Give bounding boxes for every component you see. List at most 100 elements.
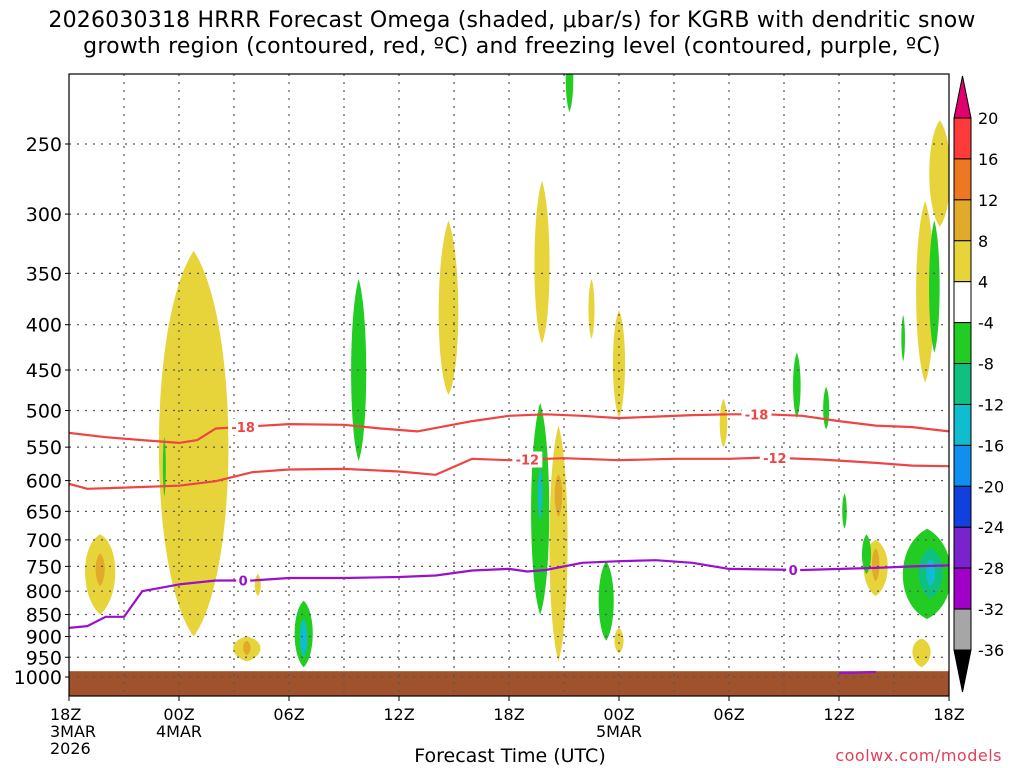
colorbar-segment-10 — [953, 526, 972, 569]
x-tick-label-0-0: 18Z — [50, 705, 81, 724]
colorbar-segment-7 — [953, 403, 972, 446]
colorbar-segment-9 — [953, 485, 972, 528]
contour-label-1-1: -12 — [763, 452, 787, 467]
colorbar-label-9: -20 — [978, 477, 1004, 496]
colorbar-bottom-triangle — [953, 649, 972, 693]
x-tick-label-30-0: 00Z — [603, 705, 634, 724]
colorbar-label-4: 4 — [978, 273, 988, 292]
omega-region-11 — [254, 574, 261, 596]
x-tick-label-36-0: 06Z — [713, 705, 744, 724]
omega-region-28 — [823, 386, 830, 430]
x-tick-label-0-1: 3MAR — [50, 722, 96, 741]
x-axis-label: Forecast Time (UTC) — [414, 745, 606, 767]
omega-region-1 — [95, 553, 105, 587]
omega-region-2 — [158, 250, 229, 637]
colorbar-segment-2 — [953, 199, 972, 242]
omega-region-7 — [549, 425, 568, 662]
x-tick-label-48-0: 18Z — [933, 705, 964, 724]
y-tick-label-250: 250 — [26, 134, 62, 156]
omega-region-27 — [793, 352, 801, 419]
colorbar-segment-5 — [953, 322, 972, 365]
y-tick-label-800: 800 — [26, 581, 62, 603]
contour-label-1-0: -12 — [516, 454, 540, 469]
credit-link[interactable]: coolwx.com/models — [835, 746, 1002, 765]
omega-region-26 — [598, 561, 614, 641]
contour-label-0-0: -18 — [231, 421, 255, 436]
omega-region-10 — [719, 398, 728, 448]
x-tick-label-18-0: 12Z — [383, 705, 414, 724]
colorbar-label-8: -16 — [978, 436, 1004, 455]
colorbar-label-13: -36 — [978, 641, 1004, 660]
x-tick-label-24-0: 18Z — [493, 705, 524, 724]
y-tick-label-750: 750 — [26, 556, 62, 578]
y-tick-label-850: 850 — [26, 605, 62, 627]
contour-label-bg-2-0 — [236, 572, 251, 589]
colorbar-segment-1 — [953, 158, 972, 201]
x-tick-label-6-0: 00Z — [163, 705, 194, 724]
y-tick-label-500: 500 — [26, 401, 62, 423]
contour-label-2-1: 0 — [789, 564, 798, 579]
omega-region-18 — [912, 638, 931, 668]
omega-region-31 — [929, 220, 940, 353]
omega-region-4 — [534, 180, 550, 344]
y-tick-label-300: 300 — [26, 204, 62, 226]
colorbar-label-6: -8 — [978, 355, 994, 374]
y-tick-label-400: 400 — [26, 315, 62, 337]
y-tick-label-700: 700 — [26, 530, 62, 552]
omega-region-21 — [299, 619, 308, 658]
colorbar-label-11: -28 — [978, 559, 1004, 578]
y-tick-label-900: 900 — [26, 626, 62, 648]
omega-region-23 — [565, 74, 574, 112]
y-tick-label-1000: 1000 — [14, 667, 62, 689]
omega-region-15 — [929, 120, 949, 227]
colorbar-label-7: -12 — [978, 395, 1004, 414]
contour-label-2-0: 0 — [239, 574, 248, 589]
omega-region-14 — [916, 201, 935, 383]
x-tick-label-6-1: 4MAR — [156, 722, 202, 741]
colorbar-label-10: -24 — [978, 518, 1004, 537]
omega-region-30 — [861, 534, 872, 575]
omega-region-3 — [438, 220, 459, 395]
omega-region-17 — [871, 548, 880, 582]
colorbar-top-triangle — [953, 75, 972, 119]
y-tick-label-650: 650 — [26, 501, 62, 523]
colorbar-segment-3 — [953, 240, 972, 283]
omega-region-13 — [243, 640, 251, 656]
contour-line-0 — [69, 413, 949, 444]
omega-region-9 — [614, 627, 624, 654]
colorbar-label-2: 12 — [978, 191, 998, 210]
colorbar-label-3: 8 — [978, 232, 988, 251]
colorbar-segment-6 — [953, 363, 972, 405]
y-tick-label-350: 350 — [26, 263, 62, 285]
omega-region-32 — [901, 314, 905, 362]
x-tick-label-0-2: 2026 — [50, 739, 91, 758]
contour-label-bg-2-1 — [786, 561, 801, 578]
omega-region-8 — [554, 474, 563, 518]
x-tick-label-42-0: 12Z — [823, 705, 854, 724]
contour-label-bg-0-1 — [741, 406, 772, 423]
colorbar-label-5: -4 — [978, 314, 994, 333]
omega-region-5 — [612, 310, 626, 419]
colorbar-segment-4 — [953, 281, 972, 324]
colorbar-segment-12 — [953, 608, 972, 651]
colorbar-label-0: 20 — [978, 109, 998, 128]
omega-region-19 — [162, 436, 166, 497]
contour-label-bg-1-0 — [512, 451, 543, 468]
contour-line-1 — [69, 456, 949, 490]
colorbar-label-12: -32 — [978, 600, 1004, 619]
contour-label-bg-1-1 — [759, 449, 790, 466]
contour-label-bg-0-0 — [228, 418, 259, 435]
omega-region-29 — [842, 493, 847, 529]
omega-region-6 — [588, 278, 595, 339]
y-tick-label-950: 950 — [26, 647, 62, 669]
chart-title-line2: growth region (contoured, red, ºC) and f… — [83, 34, 941, 59]
x-tick-label-12-0: 06Z — [273, 705, 304, 724]
contour-line-3 — [838, 670, 876, 675]
y-tick-label-550: 550 — [26, 437, 62, 459]
y-tick-label-600: 600 — [26, 471, 62, 493]
chart-title-line1: 2026030318 HRRR Forecast Omega (shaded, … — [48, 8, 976, 33]
y-tick-label-450: 450 — [26, 360, 62, 382]
colorbar-label-1: 16 — [978, 150, 998, 169]
contour-line-2 — [69, 559, 949, 629]
